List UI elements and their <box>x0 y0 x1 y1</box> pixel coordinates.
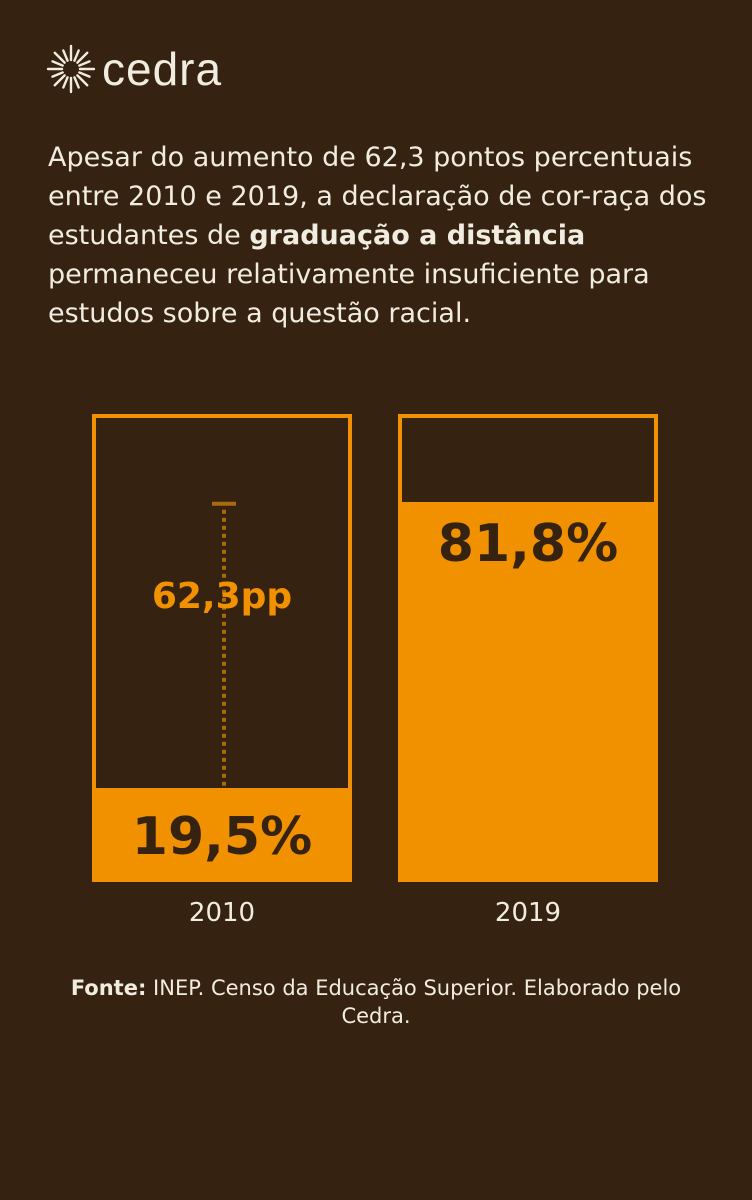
year-label-2019: 2019 <box>494 898 562 928</box>
bar-2019: 81,8% <box>398 414 658 882</box>
intro-text: Apesar do aumento de 62,3 pontos percent… <box>48 138 708 333</box>
brand-logo: cedra <box>46 44 222 94</box>
sun-icon <box>46 44 96 94</box>
value-label-2019: 81,8% <box>437 513 619 574</box>
intro-bold: graduação a distância <box>249 220 586 251</box>
intro-part2: permaneceu relativamente insuficiente pa… <box>48 259 650 329</box>
bar-2010: 62,3pp 19,5% <box>92 414 352 882</box>
bar-fill-2019 <box>402 501 654 878</box>
value-label-2010: 19,5% <box>131 807 313 868</box>
difference-marker <box>212 501 236 789</box>
intro-part1: Apesar do aumento de 62,3 pontos percent… <box>48 142 707 251</box>
difference-label: 62,3pp <box>151 576 293 617</box>
brand-name: cedra <box>102 43 223 95</box>
year-label-2010: 2010 <box>188 898 256 928</box>
source-text: INEP. Censo da Educação Superior. Elabor… <box>146 976 682 1028</box>
source-label: Fonte: <box>70 976 147 1000</box>
bar-fill-2010 <box>96 788 348 878</box>
source-note: Fonte: INEP. Censo da Educação Superior.… <box>40 974 712 1030</box>
